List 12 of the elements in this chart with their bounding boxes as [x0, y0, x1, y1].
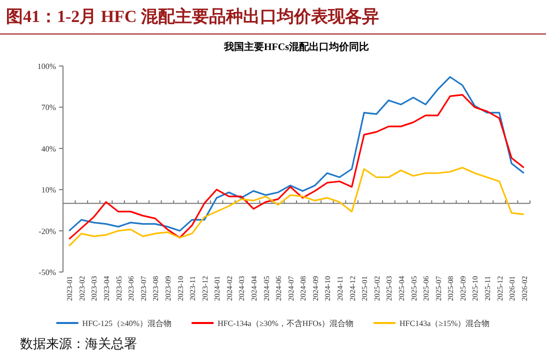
y-tick-label: 10% — [41, 186, 56, 195]
subtitle: 我国主要HFCs混配出口均价同比 — [224, 42, 369, 53]
legend-label: HFC143a（≥15%）混合物 — [400, 319, 490, 328]
title: 图41：1-2月 HFC 混配主要品种出口均价表现各异 — [6, 7, 380, 26]
y-tick-label: 40% — [41, 144, 56, 154]
legend-label: HFC-125（≥40%）混合物 — [82, 319, 172, 328]
y-tick-label: -50% — [38, 268, 56, 277]
annotation: 数据来源：海关总署 — [20, 336, 137, 351]
legend-label: HFC-134a（≥30%，不含HFOs）混合物 — [218, 319, 354, 328]
y-tick-label: 70% — [41, 103, 56, 112]
y-tick-label: -20% — [38, 226, 56, 236]
y-tick-label: 100% — [37, 62, 56, 71]
